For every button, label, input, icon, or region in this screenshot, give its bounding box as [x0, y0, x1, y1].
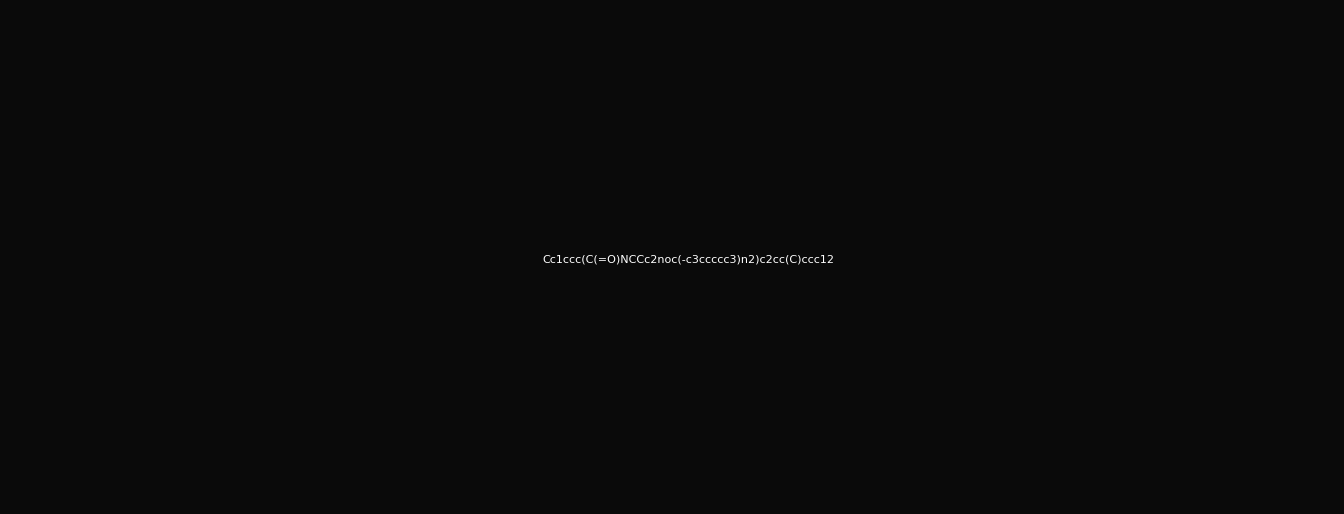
Text: Cc1ccc(C(=O)NCCc2noc(-c3ccccc3)n2)c2cc(C)ccc12: Cc1ccc(C(=O)NCCc2noc(-c3ccccc3)n2)c2cc(C…	[543, 254, 835, 265]
